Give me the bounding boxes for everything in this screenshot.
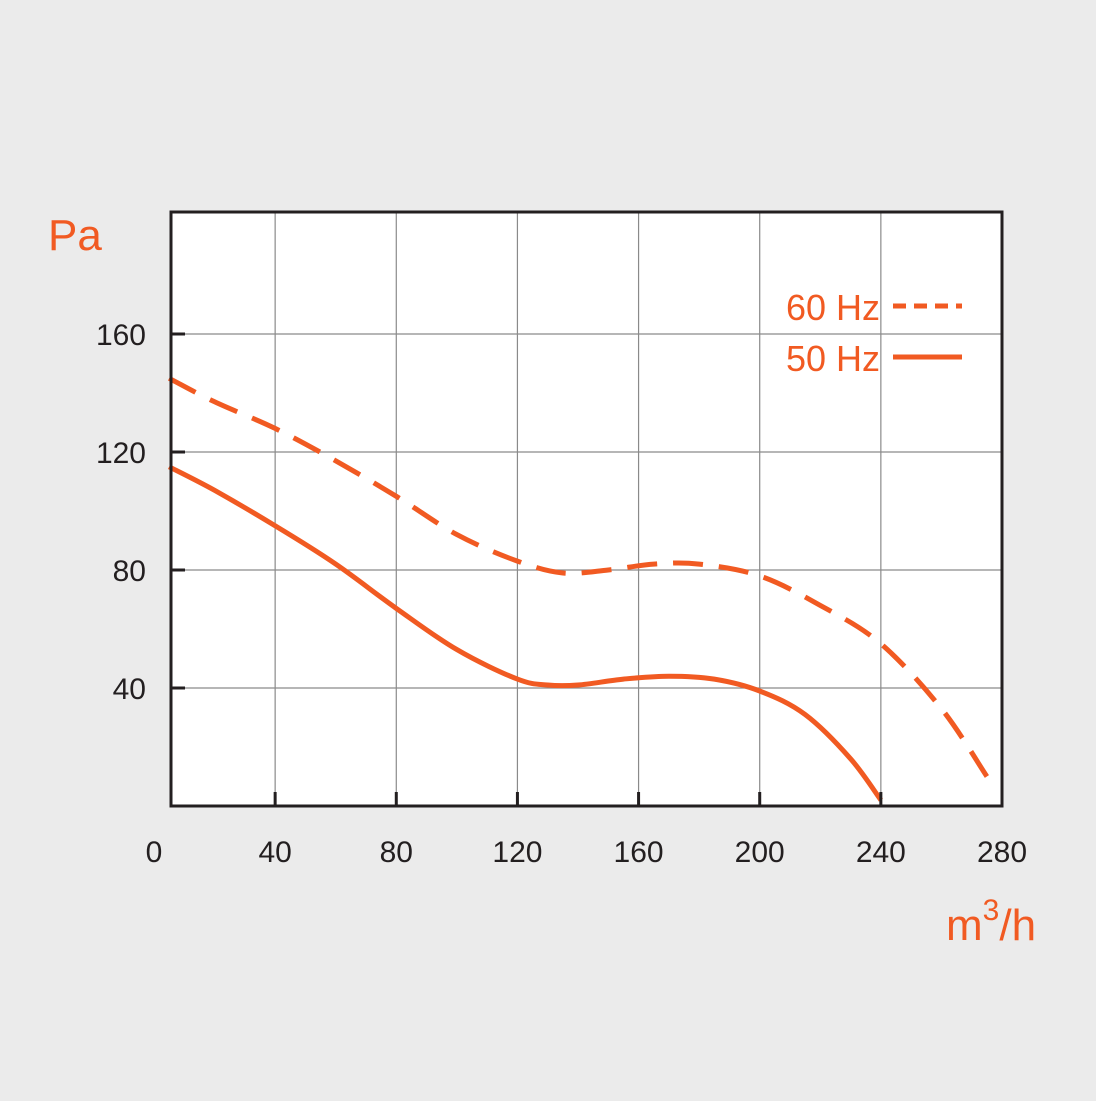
y-axis-label: Pa (48, 211, 102, 260)
series-layer (167, 376, 989, 802)
x-tick-label-120: 120 (492, 836, 542, 869)
series-line-60hz (167, 376, 989, 778)
tick-labels: 0 40 80 120 160 200 240 280 40 80 120 160 (96, 319, 1027, 869)
plot-area (171, 212, 1002, 806)
series-line-50hz (167, 464, 883, 802)
x-axis-label-tail: /h (999, 901, 1036, 950)
grid-lines (171, 212, 1002, 806)
x-tick-label-0: 0 (146, 836, 163, 869)
x-tick-label-240: 240 (856, 836, 906, 869)
x-tick-label-80: 80 (380, 836, 413, 869)
x-tick-label-200: 200 (735, 836, 785, 869)
x-axis-label-sup: 3 (983, 894, 1000, 927)
axis-ticks (171, 332, 883, 806)
x-axis-label: m3/h (946, 894, 1036, 950)
y-tick-label-80: 80 (113, 555, 146, 588)
x-tick-label-160: 160 (614, 836, 664, 869)
x-tick-label-40: 40 (258, 836, 291, 869)
legend-label-50hz: 50 Hz (786, 338, 880, 379)
plot-frame (169, 210, 1004, 808)
y-tick-label-40: 40 (113, 673, 146, 706)
y-tick-label-160: 160 (96, 319, 146, 352)
x-tick-label-280: 280 (977, 836, 1027, 869)
legend-label-60hz: 60 Hz (786, 287, 880, 328)
x-axis-label-base: m (946, 901, 983, 950)
legend: 60 Hz 50 Hz (786, 287, 962, 379)
y-tick-label-120: 120 (96, 437, 146, 470)
